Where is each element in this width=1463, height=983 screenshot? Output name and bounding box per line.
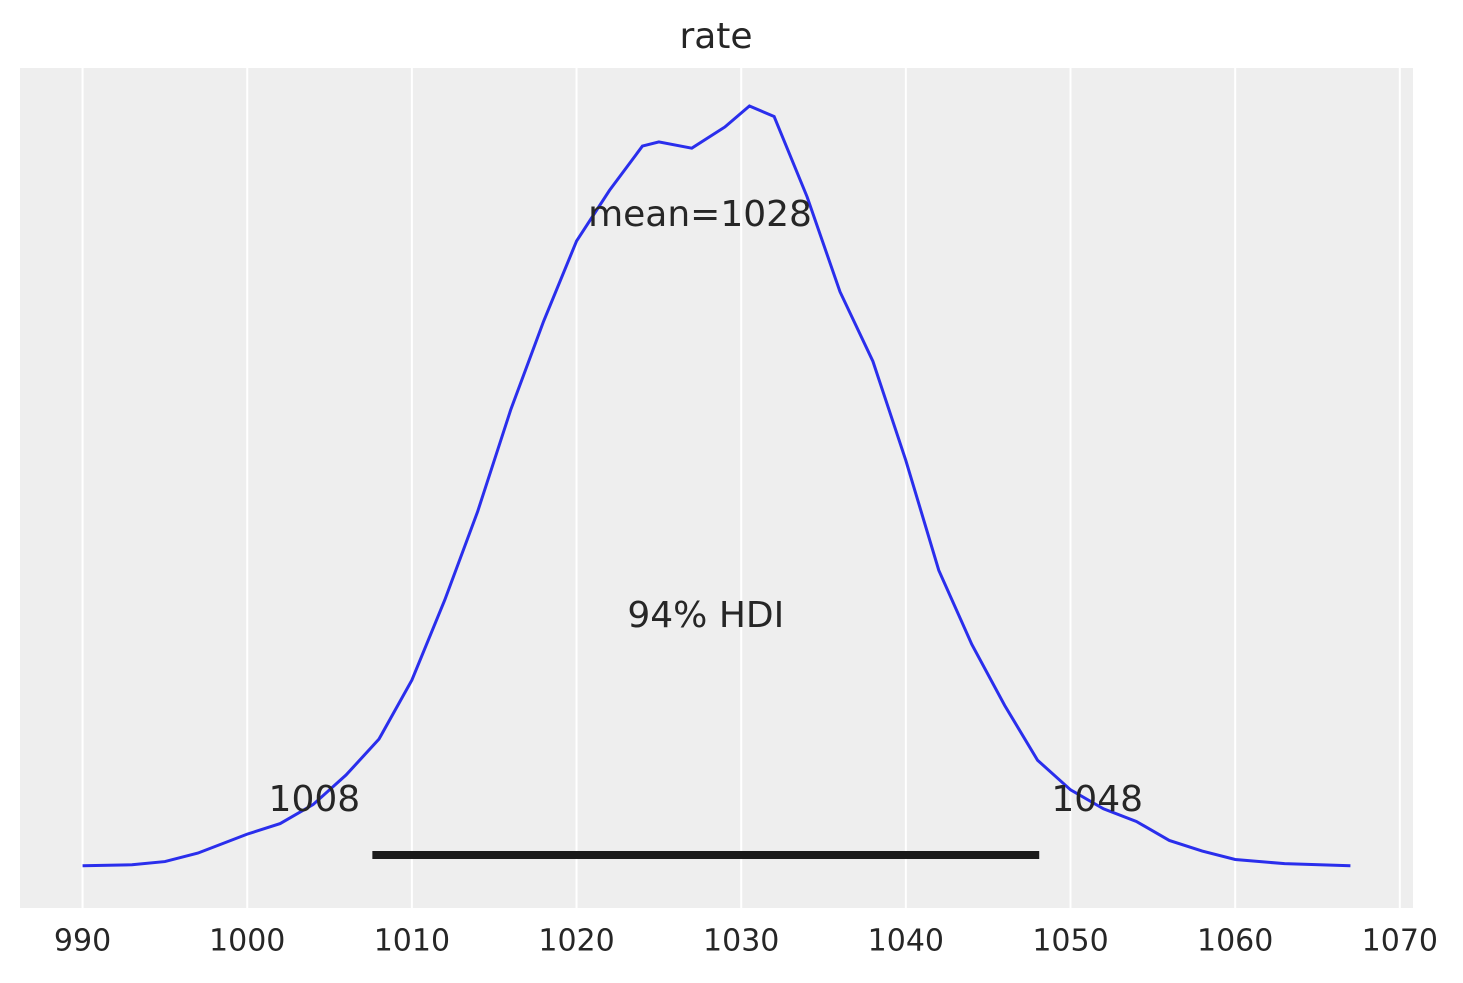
x-tick-label: 1030 [703, 924, 779, 959]
x-tick-label: 1020 [538, 924, 614, 959]
x-tick-label: 1000 [209, 924, 285, 959]
hdi-label: 94% HDI [627, 595, 784, 636]
mean-label: mean=1028 [588, 194, 812, 235]
x-tick-label: 1050 [1032, 924, 1108, 959]
x-tick-label: 1040 [868, 924, 944, 959]
x-tick-label: 990 [54, 924, 111, 959]
hdi-high-label: 1048 [1051, 779, 1143, 820]
chart-title: rate [679, 16, 752, 57]
x-tick-label: 1070 [1362, 924, 1438, 959]
hdi-low-label: 1008 [269, 779, 361, 820]
plot-area [20, 68, 1413, 908]
x-tick-label: 1060 [1197, 924, 1273, 959]
density-line [82, 104, 1351, 868]
x-tick-label: 1010 [374, 924, 450, 959]
